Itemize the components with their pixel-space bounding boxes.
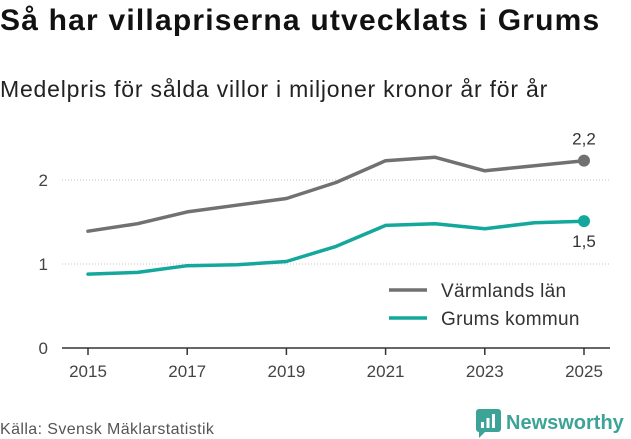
x-tick-label: 2017 — [168, 362, 206, 381]
logo-bar — [481, 422, 484, 428]
legend-item-varmlands-lan: Värmlands län — [389, 281, 566, 302]
y-tick-label: 1 — [39, 255, 48, 274]
legend-item-grums-kommun: Grums kommun — [389, 309, 580, 330]
logo-bar — [486, 418, 490, 428]
series-end-label-grums-kommun: 1,5 — [572, 232, 596, 251]
newsworthy-logo-icon — [476, 409, 501, 438]
series-line-varmlands-lan — [86, 155, 586, 233]
gridlines — [62, 179, 610, 265]
logo-bubble-tail — [479, 430, 487, 438]
y-axis: 0 1 2 — [39, 171, 48, 358]
series: 2,2 1,5 — [86, 130, 596, 276]
logo-bar — [492, 414, 495, 428]
y-tick-label: 2 — [39, 171, 48, 190]
series-line-grums-kommun — [86, 219, 586, 276]
x-tick-label: 2025 — [565, 362, 603, 381]
chart-title: Så har villapriserna utvecklats i Grums — [0, 4, 601, 37]
x-axis: 2015 2017 2019 2021 2023 2025 — [62, 347, 610, 381]
x-tick-label: 2023 — [466, 362, 504, 381]
legend-label-grums-kommun: Grums kommun — [441, 309, 580, 330]
legend-label-varmlands-lan: Värmlands län — [441, 281, 566, 302]
series-end-label-varmlands-lan: 2,2 — [572, 130, 596, 149]
x-tick-label: 2021 — [367, 362, 405, 381]
series-end-marker-grums-kommun — [578, 215, 590, 228]
chart-subtitle: Medelpris för sålda villor i miljoner kr… — [0, 76, 549, 102]
source-note: Källa: Svensk Mäklarstatistik — [0, 421, 215, 438]
x-tick-label: 2019 — [267, 362, 305, 381]
y-tick-label: 0 — [39, 339, 48, 358]
series-end-marker-varmlands-lan — [578, 154, 590, 167]
brand-name: Newsworthy — [506, 412, 624, 434]
legend: Värmlands län Grums kommun — [389, 281, 580, 330]
x-tick-label: 2015 — [69, 362, 107, 381]
